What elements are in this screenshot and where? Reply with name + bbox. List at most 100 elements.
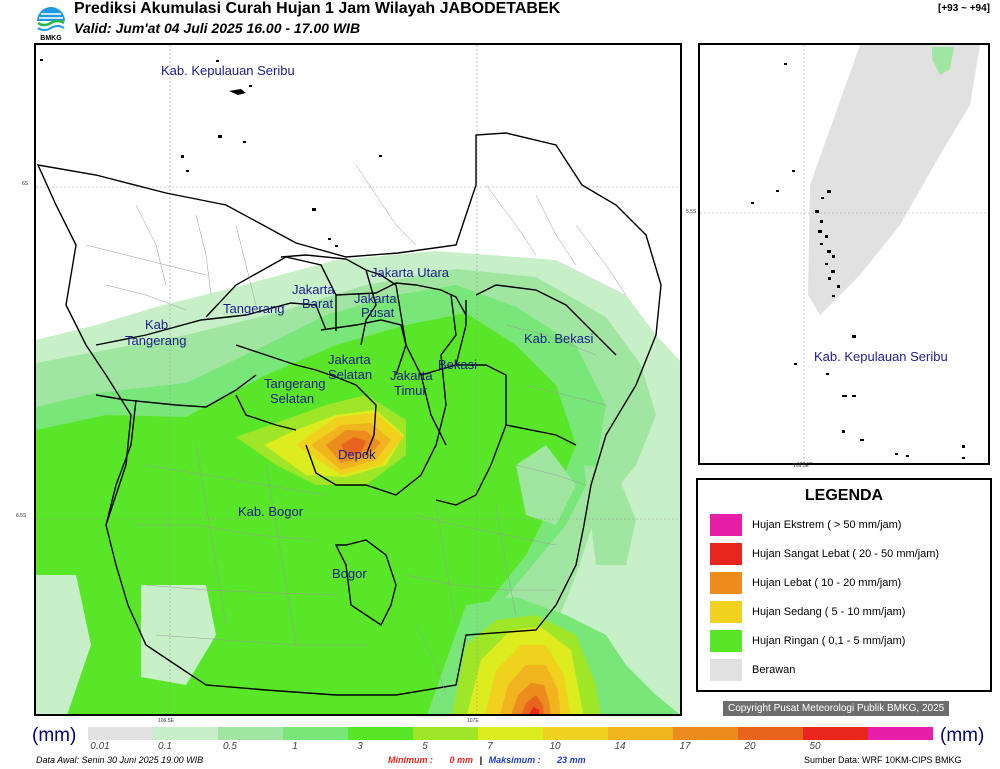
legend-item-berawan: Berawan <box>710 659 795 681</box>
colorbar-segment <box>88 727 153 740</box>
label-kepulauan-seribu: Kab. Kepulauan Seribu <box>161 63 295 78</box>
logo-text: BMKG <box>40 35 62 42</box>
legend-label-sedang: Hujan Sedang ( 5 - 10 mm/jam) <box>752 606 906 618</box>
legend-item-ringan: Hujan Ringan ( 0,1 - 5 mm/jam) <box>710 630 905 652</box>
subdistrict-lines <box>85 164 627 696</box>
legend-swatch-sangat-lebat <box>710 543 742 565</box>
legend: LEGENDA Hujan Ekstrem ( > 50 mm/jam) Huj… <box>696 478 992 692</box>
label-bekasi: Bekasi <box>438 357 477 372</box>
colorbar-segment <box>218 727 283 740</box>
islands <box>40 59 382 247</box>
data-awal: Data Awal: Senin 30 Juni 2025 19.00 WIB <box>36 755 204 765</box>
colorbar-tick: 0.01 <box>90 741 110 752</box>
colorbar-tick: 0.5 <box>223 741 237 752</box>
main-map: Kab. Kepulauan Seribu Jakarta Utara Jaka… <box>34 43 682 716</box>
legend-label-lebat: Hujan Lebat ( 10 - 20 mm/jam) <box>752 577 902 589</box>
separator: | <box>479 755 483 765</box>
label-jakarta-timur-2: Timur <box>394 383 427 398</box>
label-jakarta-barat-2: Barat <box>302 296 333 311</box>
label-jakarta-timur-1: Jakarta <box>390 368 433 383</box>
colorbar-segment <box>348 727 413 740</box>
label-jakarta-barat-1: Jakarta <box>292 282 335 297</box>
label-jakarta-utara: Jakarta Utara <box>371 265 450 280</box>
colorbar <box>88 727 933 740</box>
colorbar-segment <box>673 727 738 740</box>
legend-swatch-lebat <box>710 572 742 594</box>
label-kab-tangerang-1: Kab. <box>145 317 172 332</box>
inset-map: Kab. Kepulauan Seribu 5.5S 106.5E <box>698 43 990 465</box>
label-jakarta-selatan-1: Jakarta <box>328 352 371 367</box>
rain-field <box>36 251 680 714</box>
legend-label-ringan: Hujan Ringan ( 0,1 - 5 mm/jam) <box>752 635 906 647</box>
colorbar-segment <box>803 727 868 740</box>
inset-label-kepulauan-seribu: Kab. Kepulauan Seribu <box>814 349 948 364</box>
colorbar-segment <box>543 727 608 740</box>
colorbar-segment <box>868 727 933 740</box>
colorbar-segment <box>478 727 543 740</box>
legend-title: LEGENDA <box>804 487 884 504</box>
legend-item-ekstrem: Hujan Ekstrem ( > 50 mm/jam) <box>710 514 901 536</box>
coord-1065e-label: 106.5E <box>158 718 174 724</box>
legend-label-berawan: Berawan <box>752 664 796 676</box>
run-code: [+93 ~ +94] <box>938 3 990 14</box>
label-jakarta-pusat-2: Pusat <box>361 305 395 320</box>
label-tangerang-selatan-1: Tangerang <box>264 376 325 391</box>
legend-item-sedang: Hujan Sedang ( 5 - 10 mm/jam) <box>710 601 905 623</box>
label-jakarta-pusat-1: Jakarta <box>354 291 397 306</box>
legend-label-ekstrem: Hujan Ekstrem ( > 50 mm/jam) <box>752 519 902 531</box>
label-bogor: Bogor <box>332 566 367 581</box>
label-kab-tangerang-2: Tangerang <box>125 333 186 348</box>
legend-swatch-sedang <box>710 601 742 623</box>
colorbar-tick: 5 <box>422 741 428 752</box>
rainfall-map-svg: Kab. Kepulauan Seribu Jakarta Utara Jaka… <box>36 45 680 714</box>
colorbar-segment <box>413 727 478 740</box>
inset-lat-label: 5.5S <box>686 209 697 215</box>
coord-6s-label: 6S <box>22 181 29 187</box>
region-boundaries <box>36 132 662 696</box>
colorbar-tick: 1 <box>292 741 298 752</box>
label-tangerang-selatan-2: Selatan <box>270 391 314 406</box>
colorbar-tick: 17 <box>679 741 691 752</box>
colorbar-segment <box>283 727 348 740</box>
colorbar-unit-left: (mm) <box>32 725 77 746</box>
colorbar-tick: 0.1 <box>158 741 172 752</box>
legend-swatch-ringan <box>710 630 742 652</box>
min-max-summary: Minimum : 0 mm | Maksimum : 23 mm <box>388 755 586 765</box>
minimum-label: Minimum : <box>388 755 433 765</box>
legend-item-lebat: Hujan Lebat ( 10 - 20 mm/jam) <box>710 572 901 594</box>
label-kab-bogor: Kab. Bogor <box>238 504 304 519</box>
colorbar-segment <box>608 727 673 740</box>
sumber-data: Sumber Data: WRF 10KM-CIPS BMKG <box>804 755 962 765</box>
colorbar-tick: 3 <box>357 741 363 752</box>
colorbar-tick: 50 <box>809 741 821 752</box>
colorbar-segment <box>153 727 218 740</box>
maximum-value: 23 mm <box>557 755 586 765</box>
map-labels: Kab. Kepulauan Seribu Jakarta Utara Jaka… <box>125 63 593 581</box>
inset-graticule <box>700 45 988 463</box>
bmkg-logo: BMKG <box>37 7 65 42</box>
coord-107e-label: 107E <box>467 718 479 724</box>
inset-islands <box>751 63 965 459</box>
coord-65s-label: 6.5S <box>16 513 27 519</box>
inset-map-svg: Kab. Kepulauan Seribu 5.5S 106.5E <box>700 45 988 465</box>
label-kab-bekasi: Kab. Bekasi <box>524 331 593 346</box>
label-tangerang: Tangerang <box>223 301 284 316</box>
legend-item-sangat-lebat: Hujan Sangat Lebat ( 20 - 50 mm/jam) <box>710 543 939 565</box>
label-jakarta-selatan-2: Selatan <box>328 367 372 382</box>
legend-label-sangat-lebat: Hujan Sangat Lebat ( 20 - 50 mm/jam) <box>752 548 940 560</box>
colorbar-tick: 7 <box>487 741 493 752</box>
colorbar-unit-right: (mm) <box>940 725 985 746</box>
minimum-value: 0 mm <box>449 755 474 765</box>
colorbar-ticks: 0.01 0.1 0.5 1 3 5 7 10 14 17 20 50 <box>88 741 933 753</box>
copyright-notice: Copyright Pusat Meteorologi Publik BMKG,… <box>723 701 950 716</box>
colorbar-tick: 10 <box>549 741 561 752</box>
inset-coord-lon: 106.5E <box>797 462 814 465</box>
colorbar-tick: 20 <box>744 741 756 752</box>
valid-time: Valid: Jum'at 04 Juli 2025 16.00 - 17.00… <box>74 20 361 36</box>
colorbar-segment <box>738 727 803 740</box>
maximum-label: Maksimum : <box>488 755 541 765</box>
label-depok: Depok <box>338 447 376 462</box>
inset-lon-label: 106.5E <box>793 463 809 469</box>
legend-swatch-ekstrem <box>710 514 742 536</box>
colorbar-tick: 14 <box>614 741 626 752</box>
